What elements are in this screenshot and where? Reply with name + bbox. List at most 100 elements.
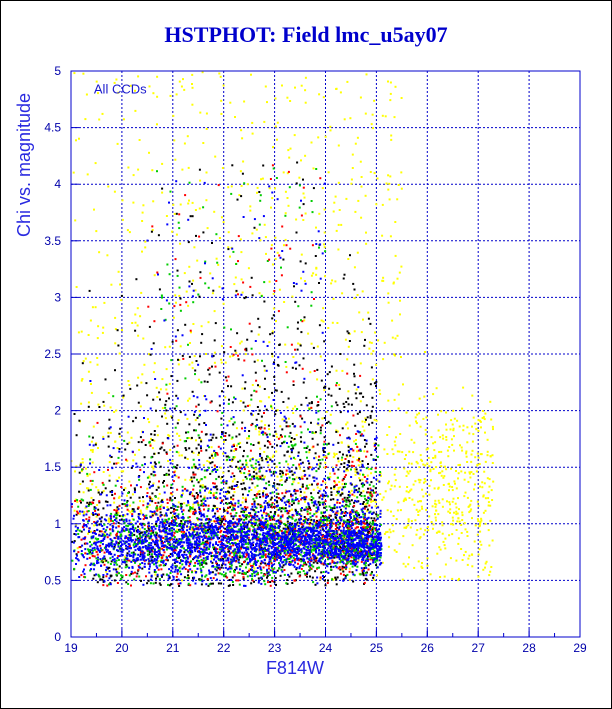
black-point xyxy=(360,392,363,395)
yellow-point xyxy=(463,554,465,557)
yellow-point xyxy=(168,345,171,348)
red-point xyxy=(192,529,195,532)
black-point xyxy=(184,323,187,326)
yellow-point xyxy=(191,201,194,204)
yellow-point xyxy=(107,519,110,522)
green-point xyxy=(359,431,362,434)
black-point xyxy=(193,495,196,498)
black-point xyxy=(244,381,247,384)
yellow-point xyxy=(181,579,183,582)
black-point xyxy=(225,497,228,500)
green-point xyxy=(139,536,142,539)
yellow-point xyxy=(172,514,174,517)
yellow-point xyxy=(387,301,390,304)
yellow-point xyxy=(93,208,95,211)
green-point xyxy=(327,528,330,531)
black-point xyxy=(309,545,312,548)
green-point xyxy=(309,568,312,571)
green-point xyxy=(155,525,158,527)
yellow-point xyxy=(455,529,458,531)
green-point xyxy=(231,436,234,439)
red-point xyxy=(235,533,238,536)
red-point xyxy=(220,540,223,543)
black-point xyxy=(248,430,251,432)
green-point xyxy=(132,510,135,513)
green-point xyxy=(284,510,287,513)
yellow-point xyxy=(310,342,313,345)
black-point xyxy=(275,583,277,586)
yellow-point xyxy=(414,519,417,522)
yellow-point xyxy=(373,418,376,421)
black-point xyxy=(187,577,190,580)
yellow-point xyxy=(219,477,222,480)
black-point xyxy=(291,522,294,525)
yellow-point xyxy=(406,486,409,488)
black-point xyxy=(328,371,331,374)
green-point xyxy=(166,573,168,576)
yellow-point xyxy=(272,146,274,149)
yellow-point xyxy=(304,212,307,215)
yellow-point xyxy=(90,383,92,385)
black-point xyxy=(294,492,297,495)
yellow-point xyxy=(275,433,278,436)
yellow-point xyxy=(434,499,437,502)
yellow-point xyxy=(233,491,236,494)
black-point xyxy=(241,488,244,491)
red-point xyxy=(124,504,127,507)
yellow-point xyxy=(324,135,327,138)
red-point xyxy=(115,510,118,513)
yellow-point xyxy=(458,508,460,511)
green-point xyxy=(368,553,371,556)
black-point xyxy=(231,503,234,506)
red-point xyxy=(277,497,280,500)
black-point xyxy=(330,494,333,496)
yellow-point xyxy=(370,123,373,126)
yellow-point xyxy=(459,463,461,466)
red-point xyxy=(324,500,327,503)
green-point xyxy=(128,574,131,577)
yellow-point xyxy=(117,91,120,94)
yellow-point xyxy=(120,470,123,473)
yellow-point xyxy=(185,290,188,293)
yellow-point xyxy=(313,432,316,435)
green-point xyxy=(107,561,110,564)
black-point xyxy=(365,505,368,508)
black-point xyxy=(212,354,215,357)
yellow-point xyxy=(263,477,266,480)
yellow-point xyxy=(353,266,356,269)
black-point xyxy=(312,561,315,564)
yellow-point xyxy=(468,432,471,435)
green-point xyxy=(229,542,232,545)
black-point xyxy=(170,486,172,489)
yellow-point xyxy=(82,491,85,494)
black-point xyxy=(88,503,90,506)
yellow-point xyxy=(96,357,99,359)
yellow-point xyxy=(144,240,147,243)
yellow-point xyxy=(466,535,469,537)
black-point xyxy=(145,382,148,385)
red-point xyxy=(188,519,191,522)
yellow-point xyxy=(469,476,472,479)
yellow-point xyxy=(396,509,399,512)
green-point xyxy=(82,499,85,502)
yellow-point xyxy=(478,525,481,528)
yellow-point xyxy=(387,80,389,83)
yellow-point xyxy=(452,409,455,412)
yellow-point xyxy=(128,441,131,444)
green-point xyxy=(119,533,122,536)
red-point xyxy=(130,584,132,587)
yellow-point xyxy=(477,575,480,578)
green-point xyxy=(133,542,136,545)
yellow-point xyxy=(407,518,410,521)
black-point xyxy=(221,520,224,523)
black-point xyxy=(254,524,257,526)
black-point xyxy=(204,562,207,565)
red-point xyxy=(137,564,140,567)
black-point xyxy=(120,294,123,297)
yellow-point xyxy=(448,446,451,448)
yellow-point xyxy=(466,530,469,533)
black-point xyxy=(190,476,193,479)
black-point xyxy=(126,500,129,502)
black-point xyxy=(275,496,278,499)
black-point xyxy=(344,545,347,548)
